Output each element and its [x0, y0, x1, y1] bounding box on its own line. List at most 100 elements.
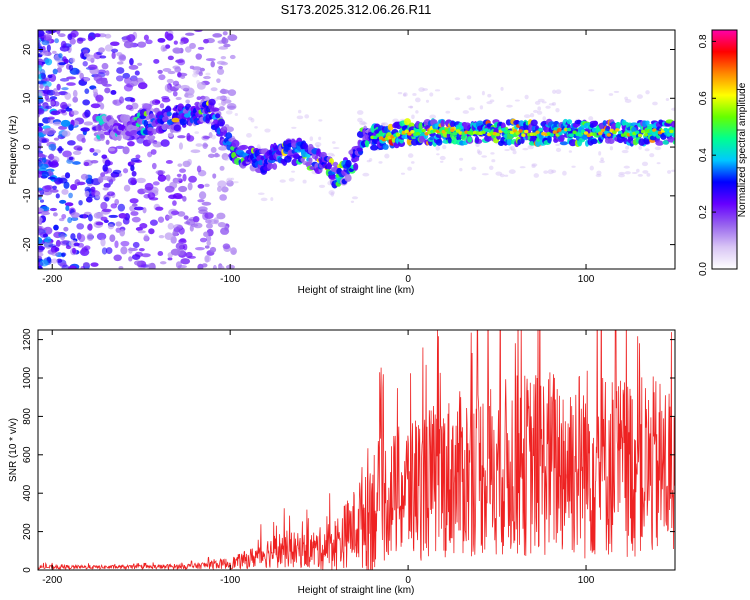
spectrogram-cell	[202, 135, 210, 139]
spectrogram-cell	[68, 124, 74, 131]
spectrogram-cell	[537, 106, 542, 111]
spectrogram-cell	[51, 251, 59, 256]
spectrogram-cell	[583, 131, 589, 135]
spectrogram-cell	[595, 129, 600, 133]
spectrogram-cell	[101, 175, 112, 181]
spectrogram-cell	[76, 223, 85, 230]
spectrogram-cell	[414, 97, 421, 103]
spectrogram-cell	[624, 171, 631, 175]
spectrogram-cell	[203, 143, 209, 148]
spectrogram-cell	[481, 130, 486, 135]
spectrogram-cell	[90, 103, 101, 109]
spectrogram-cell	[376, 133, 381, 138]
spectrogram-cell	[559, 134, 565, 142]
spectrogram-cell	[592, 132, 597, 136]
spectrogram-cell	[179, 118, 187, 126]
spectrogram-cell	[332, 161, 339, 168]
spectrogram-cell	[52, 212, 58, 217]
spectrogram-cell	[177, 177, 182, 182]
spectrogram-cell	[101, 62, 109, 70]
spectrogram-cell	[103, 182, 111, 189]
spectrogram-cell	[533, 173, 540, 178]
spectrogram-cell	[490, 152, 495, 155]
spectrogram-cell	[524, 129, 529, 134]
spectrogram-cell	[56, 67, 62, 73]
spectrogram-cell	[178, 185, 188, 193]
spectrogram-cell	[98, 47, 105, 53]
spectrogram-cell	[93, 212, 104, 219]
spectrogram-cell	[205, 58, 216, 62]
spectrogram-cell	[218, 102, 223, 106]
spectrogram-cell	[45, 58, 53, 66]
spectrogram-cell	[667, 170, 672, 174]
spectrogram-cell	[207, 153, 215, 158]
spectrogram-cell	[59, 78, 70, 82]
spectrogram-cell	[96, 232, 107, 241]
spectrogram-cell	[112, 169, 122, 174]
spectrogram-cell	[104, 44, 113, 52]
spectrogram-cell	[38, 187, 43, 191]
spectrogram-cell	[364, 139, 370, 148]
spectrogram-cell	[56, 30, 61, 35]
spectrogram-cell	[588, 89, 595, 92]
spectrogram-cell	[66, 103, 72, 107]
spectrogram-cell	[58, 33, 66, 38]
spectrogram-cell	[442, 144, 447, 150]
spectrogram-cell	[217, 180, 227, 188]
spectrogram-cell	[486, 101, 493, 105]
spectrogram-cell	[177, 163, 183, 167]
spectrogram-cell	[49, 207, 58, 212]
spectrogram-cell	[666, 133, 671, 137]
spectrogram-cell	[177, 265, 188, 269]
spectrogram-cell	[130, 177, 136, 184]
spectrogram-cell	[353, 162, 359, 171]
spectrogram-cell	[38, 152, 44, 158]
spectrogram-cell	[54, 247, 60, 252]
spectrogram-cell	[68, 156, 74, 161]
spectrogram-cell	[234, 113, 239, 117]
spectrogram-cell	[368, 158, 373, 162]
spectrogram-cell	[135, 154, 141, 159]
spectrogram-cell	[172, 90, 178, 97]
spectrogram-cell	[164, 44, 171, 49]
spectrogram-cell	[600, 157, 604, 162]
spectrogram-cell	[434, 89, 441, 92]
spectrogram-cell	[192, 215, 200, 223]
spectrogram-cell	[123, 184, 131, 192]
spectrogram-cell	[86, 224, 93, 231]
spectrogram-cell	[124, 96, 134, 102]
spectrogram-cell	[671, 107, 675, 111]
spectrogram-cell	[71, 247, 77, 254]
spectrogram-cell	[38, 80, 47, 84]
spectrogram-cell	[201, 201, 212, 206]
spectrogram-cell	[204, 183, 210, 188]
snr-x-tick-label: 0	[405, 575, 411, 586]
spectrogram-cell	[179, 168, 187, 173]
spectrogram-cell	[509, 146, 513, 150]
spectrogram-cell	[418, 135, 426, 143]
spectrogram-cell	[52, 185, 57, 190]
spectrogram-cell	[112, 99, 118, 105]
spectrogram-cell	[555, 89, 562, 94]
spectrogram-cell	[624, 99, 632, 103]
snr-y-tick-label: 1200	[22, 328, 33, 351]
spectrogram-cell	[60, 109, 66, 113]
spectrogram-cell	[52, 88, 58, 96]
snr-panel: -200 -100 0 100 0 200 400 600 800 1000 1200 Heigh…	[8, 328, 676, 596]
spectrogram-cell	[571, 165, 576, 168]
spectrogram-cell	[67, 216, 73, 224]
spectrogram-cell	[652, 128, 657, 132]
spectrogram-cell	[147, 135, 156, 140]
spectrogram-cell	[210, 60, 215, 68]
spectrogram-cell	[402, 93, 407, 97]
spectrogram-cell	[537, 98, 545, 103]
spectrogram-cell	[195, 143, 203, 147]
spectrogram-cell	[100, 78, 108, 86]
spectrogram-cell	[291, 170, 296, 173]
spectrogram-cell	[92, 88, 98, 95]
spectrogram-cell	[598, 151, 602, 156]
spectrogram-cell	[407, 153, 414, 158]
spectrogram-cell	[54, 38, 59, 44]
spectrogram-cell	[559, 141, 569, 146]
spectrogram-cell	[42, 89, 51, 94]
